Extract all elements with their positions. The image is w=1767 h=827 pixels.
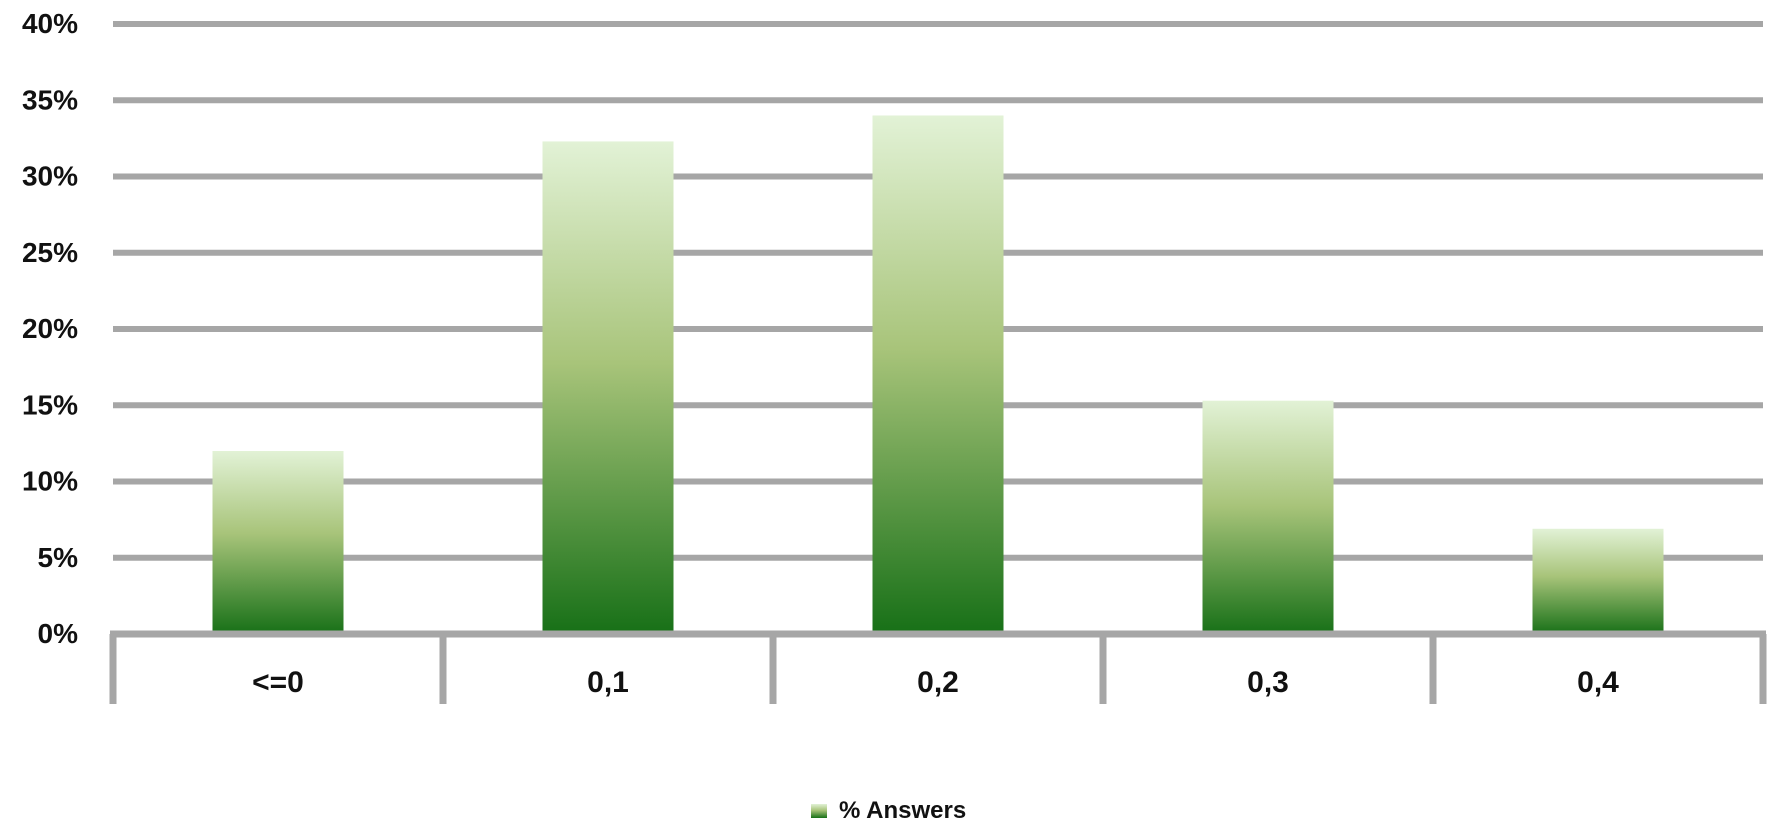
y-tick-label: 25%: [22, 237, 78, 268]
y-tick-label: 0%: [38, 618, 79, 649]
y-tick-label: 40%: [22, 8, 78, 39]
y-tick-label: 35%: [22, 84, 78, 115]
x-tick-label: 0,3: [1247, 666, 1289, 699]
legend: % Answers: [811, 797, 966, 824]
y-tick-label: 30%: [22, 161, 78, 192]
x-tick-label: <=0: [252, 666, 304, 699]
y-tick-label: 10%: [22, 466, 78, 497]
y-tick-label: 20%: [22, 313, 78, 344]
bar: [1202, 400, 1334, 634]
y-tick-label: 15%: [22, 389, 78, 420]
legend-swatch: [811, 804, 827, 818]
bar: [542, 141, 674, 635]
legend-label: % Answers: [839, 797, 966, 822]
x-tick-label: 0,4: [1577, 666, 1619, 699]
x-axis: [109, 630, 1767, 704]
bar: [1532, 528, 1664, 634]
x-tick-label: 0,1: [587, 666, 629, 699]
y-tick-label: 5%: [38, 542, 79, 573]
bar: [872, 115, 1004, 634]
x-axis-tick-labels: <=0 0,1 0,2 0,3 0,4: [252, 666, 1619, 699]
bars: [212, 115, 1664, 635]
y-axis-tick-labels: 0% 5% 10% 15% 20% 25% 30% 35% 40%: [22, 8, 78, 649]
bar: [212, 451, 344, 634]
x-tick-label: 0,2: [917, 666, 959, 699]
